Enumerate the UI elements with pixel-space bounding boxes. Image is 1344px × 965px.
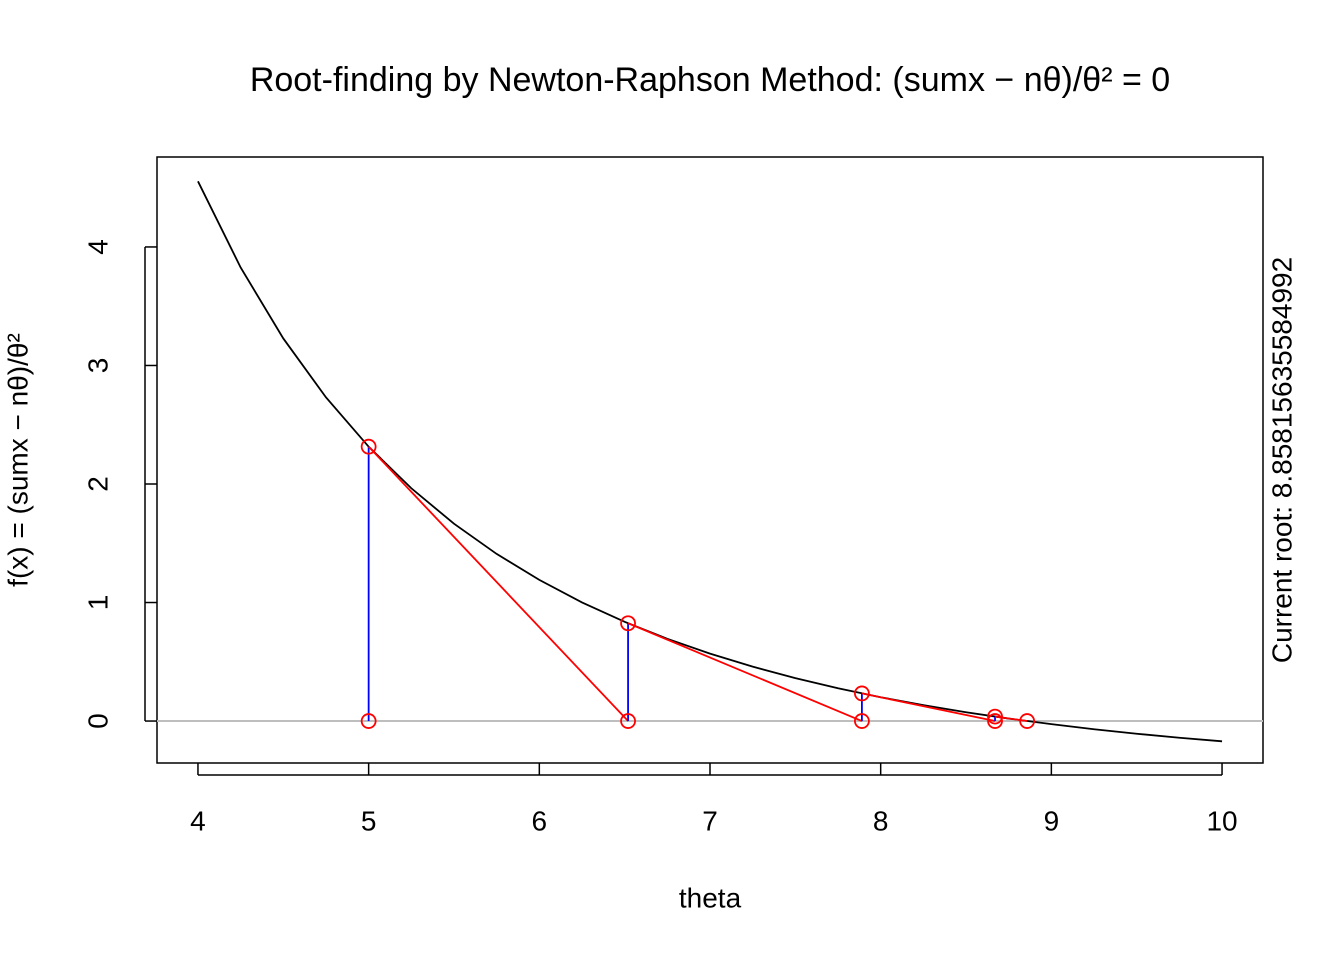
function-curve	[197, 180, 1223, 743]
axis-point	[360, 713, 377, 729]
x-tick-label: 8	[873, 805, 889, 836]
y-tick-label: 4	[82, 239, 113, 255]
chart-title: Root-finding by Newton-Raphson Method: (…	[250, 61, 1170, 99]
y-axis-label: f(x) = (sumx − nθ)/θ²	[2, 333, 33, 587]
axis-point	[620, 713, 636, 729]
x-tick-label: 4	[190, 805, 206, 836]
curve-point	[360, 438, 377, 455]
curve-point	[987, 708, 1003, 725]
y-tick-label: 1	[82, 595, 113, 611]
curve-point	[854, 685, 870, 702]
y-tick-label: 2	[82, 476, 113, 492]
side-note: Current root: 8.85815635584992	[1266, 257, 1297, 663]
x-tick-label: 9	[1044, 805, 1060, 836]
x-axis-label: theta	[679, 882, 742, 913]
curve-point	[620, 615, 636, 632]
x-tick-label: 6	[532, 805, 548, 836]
plot-frame	[156, 156, 1264, 764]
axis-point	[854, 713, 870, 729]
axis-point	[987, 713, 1003, 729]
tangent-line	[627, 622, 863, 722]
y-tick-label: 3	[82, 358, 113, 374]
axis-point	[1019, 713, 1036, 729]
x-tick-label: 7	[702, 805, 718, 836]
tangent-line	[367, 446, 629, 722]
tangent-line	[861, 692, 996, 722]
x-tick-label: 10	[1206, 805, 1237, 836]
x-tick-label: 5	[361, 805, 377, 836]
y-tick-label: 0	[82, 713, 113, 729]
